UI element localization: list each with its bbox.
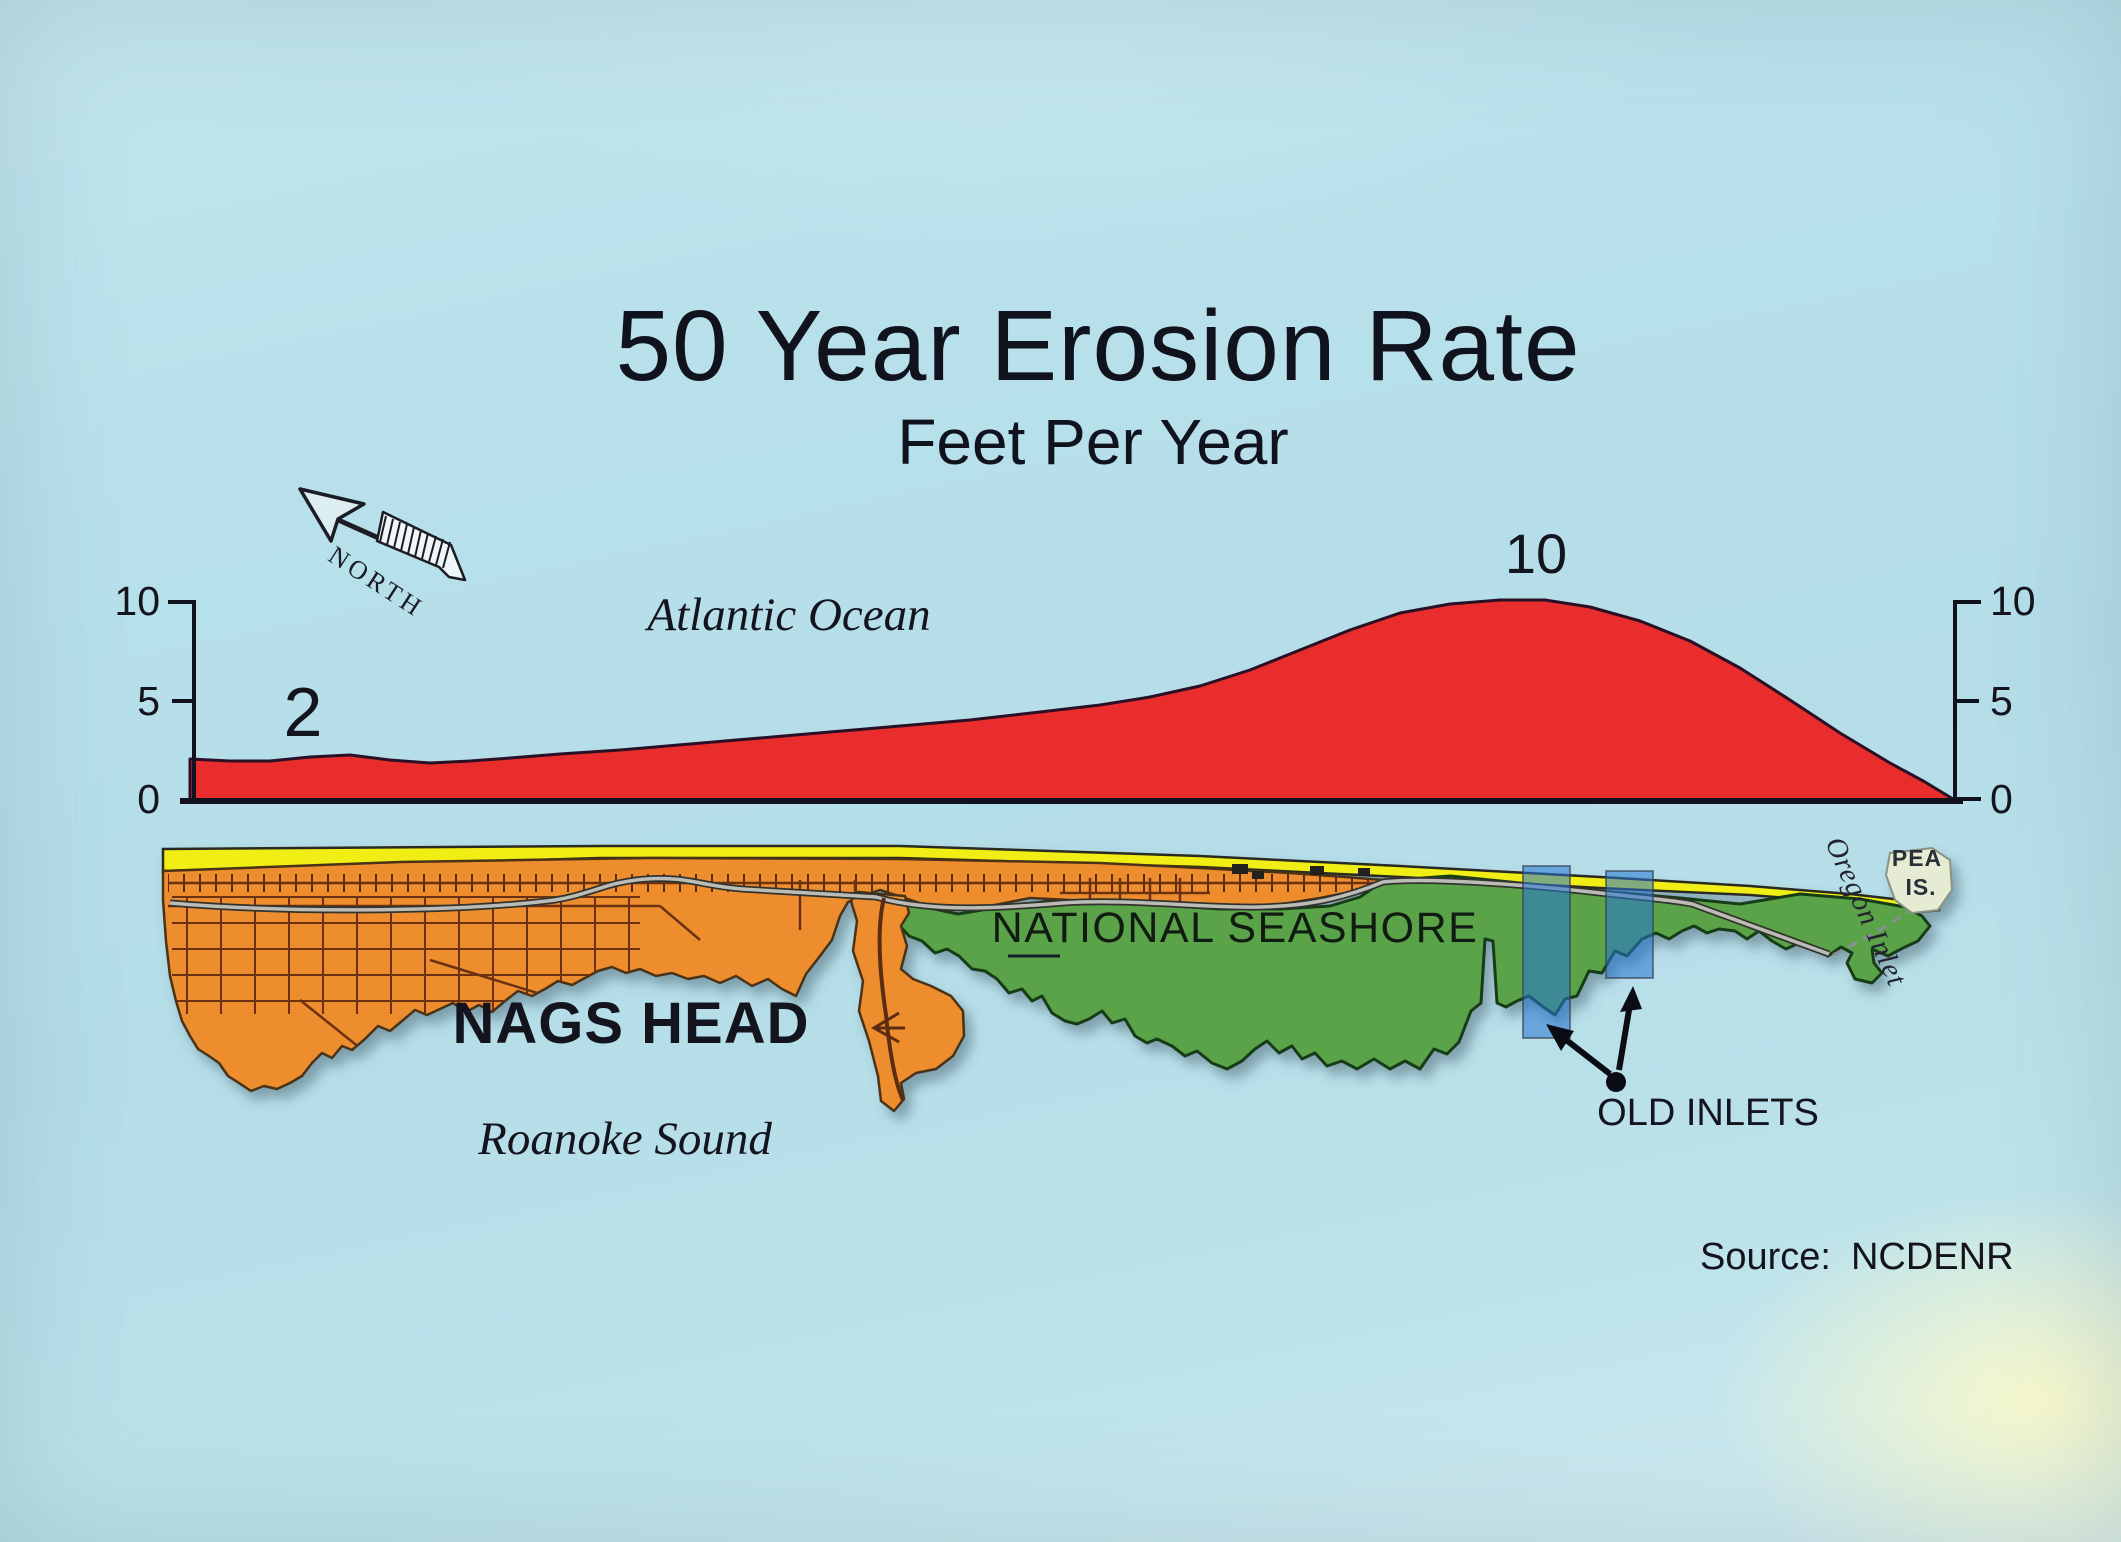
page-title: 50 Year Erosion Rate: [615, 290, 1581, 402]
old-inlet-overlays: [1522, 865, 1654, 1039]
right-axis: [1953, 600, 1981, 801]
annotation-rate-10: 10: [1504, 522, 1568, 585]
pea-island-label-line1: PEA: [1891, 845, 1943, 871]
old-inlet-overlay-1: [1522, 865, 1571, 1039]
callout-dot: [1606, 1072, 1626, 1092]
right-tick-0: 0: [1990, 776, 2013, 822]
left-tick-10: 10: [114, 578, 160, 624]
left-tick-5: 5: [137, 678, 160, 724]
causeway-road: [877, 897, 905, 1101]
left-tick-0: 0: [137, 776, 160, 822]
source-credit: Source: NCDENR: [1700, 1238, 2014, 1276]
page-subtitle: Feet Per Year: [897, 406, 1289, 478]
highway-road: [169, 874, 1909, 1101]
old-inlet-overlay-2: [1605, 870, 1654, 979]
strip-buildings: [1232, 864, 1370, 879]
right-tick-5: 5: [1990, 678, 2013, 724]
callout-arrowhead-left: [1546, 1024, 1574, 1051]
right-tick-10: 10: [1990, 578, 2036, 624]
old-inlets-callout: [1546, 986, 1642, 1092]
atlantic-ocean-label: Atlantic Ocean: [647, 589, 931, 641]
pea-island: [1884, 846, 1954, 915]
old-inlets-label: OLD INLETS: [1597, 1092, 1819, 1134]
source-label: Source:: [1700, 1236, 1831, 1278]
source-value: NCDENR: [1850, 1236, 2014, 1278]
erosion-area-chart: [168, 598, 1981, 804]
bridge-dashed-road: [1832, 910, 1909, 957]
erosion-area: [188, 598, 1955, 802]
roanoke-sound-label: Roanoke Sound: [478, 1113, 772, 1165]
north-arrow-icon: [298, 487, 467, 582]
annotation-rate-2: 2: [283, 673, 323, 751]
pea-island-label-line2: IS.: [1905, 874, 1937, 900]
left-axis: [168, 600, 196, 801]
callout-arrowhead-right: [1620, 986, 1642, 1012]
national-seashore-label: NATIONAL SEASHORE: [991, 904, 1479, 952]
junction-roads: [871, 1011, 905, 1044]
nags-head-label: NAGS HEAD: [452, 991, 810, 1056]
